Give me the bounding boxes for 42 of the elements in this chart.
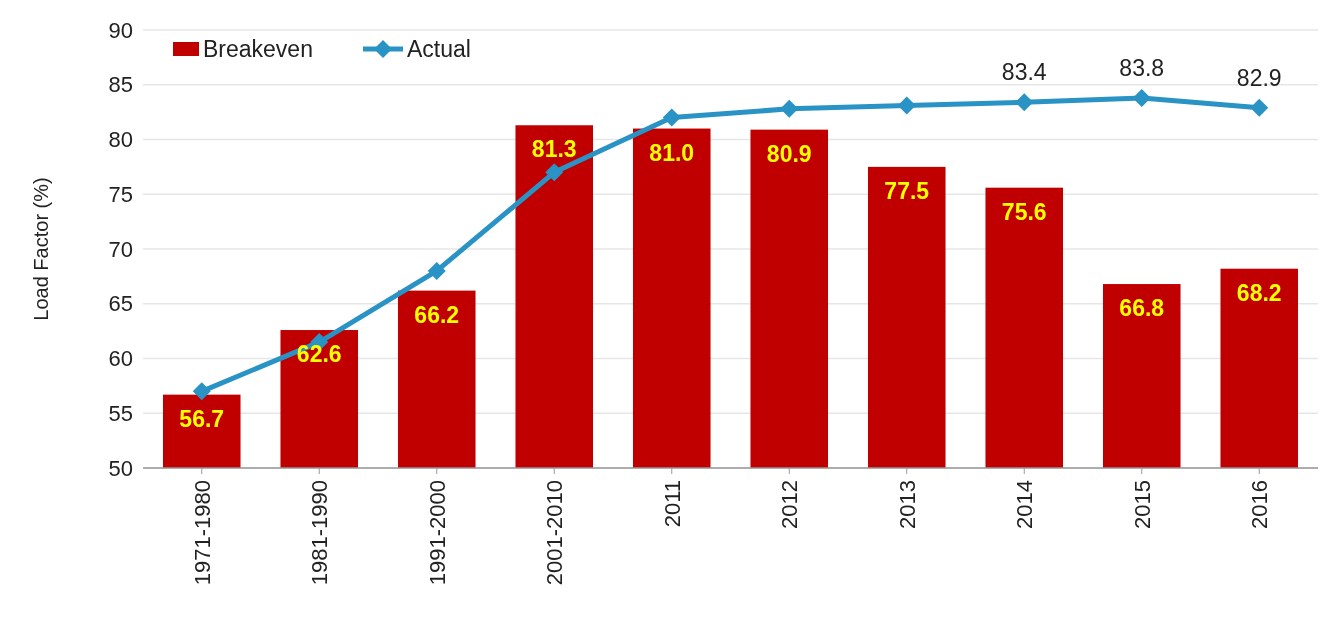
data-label: 82.9	[1236, 64, 1282, 91]
data-label: 83.8	[1119, 54, 1165, 81]
x-tick-label: 2013	[894, 480, 920, 529]
data-label: 62.6	[296, 341, 342, 368]
y-tick-label: 65	[108, 291, 133, 317]
data-label: 81.3	[531, 136, 577, 163]
x-tick-label: 1981-1990	[307, 480, 333, 586]
legend-label: Breakeven	[203, 36, 313, 63]
data-label: 56.7	[179, 405, 225, 432]
data-label: 66.2	[414, 301, 460, 328]
y-tick-label: 55	[108, 400, 133, 426]
y-tick-label: 85	[108, 72, 133, 98]
x-tick-label: 2016	[1247, 480, 1273, 529]
x-tick-label: 2014	[1012, 480, 1038, 529]
x-tick-label: 2011	[659, 480, 685, 528]
y-axis-title: Load Factor (%)	[30, 177, 52, 321]
data-label: 83.4	[1001, 59, 1047, 86]
data-label: 66.8	[1119, 295, 1165, 322]
y-tick-label: 75	[108, 181, 133, 207]
point	[662, 108, 681, 127]
point	[427, 261, 446, 280]
point	[545, 163, 564, 182]
x-tick-label: 2012	[777, 480, 803, 529]
data-label: 77.5	[884, 177, 930, 204]
point	[192, 382, 211, 401]
data-label: 68.2	[1236, 279, 1282, 306]
y-tick-label: 90	[108, 17, 133, 43]
x-tick-label: 1991-2000	[424, 480, 450, 586]
y-tick-label: 70	[108, 236, 133, 262]
point	[1015, 93, 1034, 112]
x-tick-label: 2001-2010	[542, 480, 568, 586]
y-tick-label: 50	[108, 455, 133, 481]
point	[897, 96, 916, 115]
legend-label: Actual	[407, 36, 471, 63]
data-label: 81.0	[649, 139, 695, 166]
y-tick-label: 60	[108, 346, 133, 372]
x-tick-label: 2015	[1129, 480, 1155, 529]
y-tick-label: 80	[108, 127, 133, 153]
x-tick-label: 1971-1980	[189, 480, 215, 586]
data-label: 75.6	[1001, 198, 1047, 225]
point	[1250, 98, 1269, 117]
data-label: 80.9	[766, 140, 812, 167]
